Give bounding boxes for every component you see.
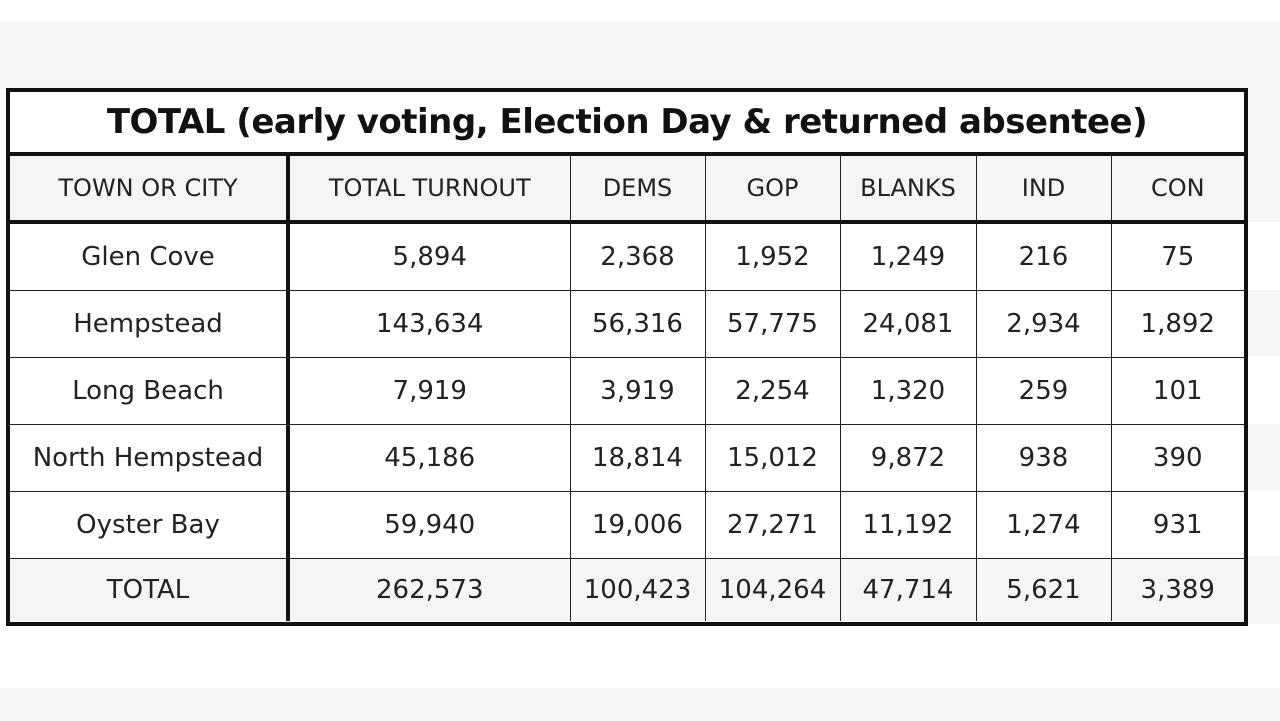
cell-town: Oyster Bay: [10, 491, 290, 559]
cell-con: 75: [1110, 221, 1244, 291]
cell-dems: 19,006: [569, 491, 706, 559]
cell-dems: 2,368: [569, 221, 706, 291]
cell-blanks: 9,872: [839, 424, 977, 492]
side-band: [1248, 290, 1280, 356]
total-blanks: 47,714: [839, 558, 977, 621]
cell-con: 101: [1110, 357, 1244, 425]
cell-ind: 259: [975, 357, 1112, 425]
col-header-ind: IND: [975, 156, 1112, 224]
cell-town: Long Beach: [10, 357, 290, 425]
table-title: TOTAL (early voting, Election Day & retu…: [10, 92, 1244, 156]
header-row: TOWN OR CITY TOTAL TURNOUT DEMS GOP BLAN…: [10, 156, 1244, 224]
table-row: Glen Cove 5,894 2,368 1,952 1,249 216 75: [10, 221, 1244, 291]
table-row: Hempstead 143,634 56,316 57,775 24,081 2…: [10, 290, 1244, 358]
side-band: [1248, 90, 1280, 156]
table-row: Long Beach 7,919 3,919 2,254 1,320 259 1…: [10, 357, 1244, 425]
table-row: North Hempstead 45,186 18,814 15,012 9,8…: [10, 424, 1244, 492]
cell-town: North Hempstead: [10, 424, 290, 492]
cell-total-turnout: 143,634: [287, 290, 571, 358]
cell-blanks: 1,249: [839, 221, 977, 291]
cell-blanks: 1,320: [839, 357, 977, 425]
total-turnout: 262,573: [287, 558, 571, 621]
cell-gop: 1,952: [704, 221, 841, 291]
side-band: [1248, 156, 1280, 222]
col-header-con: CON: [1110, 156, 1244, 224]
cell-blanks: 24,081: [839, 290, 977, 358]
col-header-dems: DEMS: [569, 156, 706, 224]
cell-town: Hempstead: [10, 290, 290, 358]
cell-dems: 3,919: [569, 357, 706, 425]
cell-town: Glen Cove: [10, 221, 290, 291]
cell-dems: 18,814: [569, 424, 706, 492]
turnout-table-card: TOTAL (early voting, Election Day & retu…: [6, 88, 1248, 626]
cell-gop: 2,254: [704, 357, 841, 425]
cell-total-turnout: 7,919: [287, 357, 571, 425]
cell-dems: 56,316: [569, 290, 706, 358]
total-row: TOTAL 262,573 100,423 104,264 47,714 5,6…: [10, 558, 1244, 621]
total-ind: 5,621: [975, 558, 1112, 621]
total-con: 3,389: [1110, 558, 1244, 621]
cell-ind: 2,934: [975, 290, 1112, 358]
cell-blanks: 11,192: [839, 491, 977, 559]
cell-gop: 57,775: [704, 290, 841, 358]
col-header-gop: GOP: [704, 156, 841, 224]
cell-ind: 1,274: [975, 491, 1112, 559]
cell-total-turnout: 5,894: [287, 221, 571, 291]
total-gop: 104,264: [704, 558, 841, 621]
col-header-blanks: BLANKS: [839, 156, 977, 224]
col-header-town: TOWN OR CITY: [10, 156, 290, 224]
cell-con: 390: [1110, 424, 1244, 492]
cell-total-turnout: 45,186: [287, 424, 571, 492]
cell-total-turnout: 59,940: [287, 491, 571, 559]
cell-con: 1,892: [1110, 290, 1244, 358]
col-header-total-turnout: TOTAL TURNOUT: [287, 156, 571, 224]
cell-ind: 216: [975, 221, 1112, 291]
top-band: [0, 22, 1280, 90]
total-dems: 100,423: [569, 558, 706, 621]
bottom-band: [0, 688, 1280, 721]
total-label: TOTAL: [10, 558, 290, 621]
side-band: [1248, 424, 1280, 490]
cell-gop: 15,012: [704, 424, 841, 492]
cell-ind: 938: [975, 424, 1112, 492]
turnout-table: TOWN OR CITY TOTAL TURNOUT DEMS GOP BLAN…: [10, 156, 1244, 621]
table-row: Oyster Bay 59,940 19,006 27,271 11,192 1…: [10, 491, 1244, 559]
cell-gop: 27,271: [704, 491, 841, 559]
side-band: [1248, 556, 1280, 624]
cell-con: 931: [1110, 491, 1244, 559]
